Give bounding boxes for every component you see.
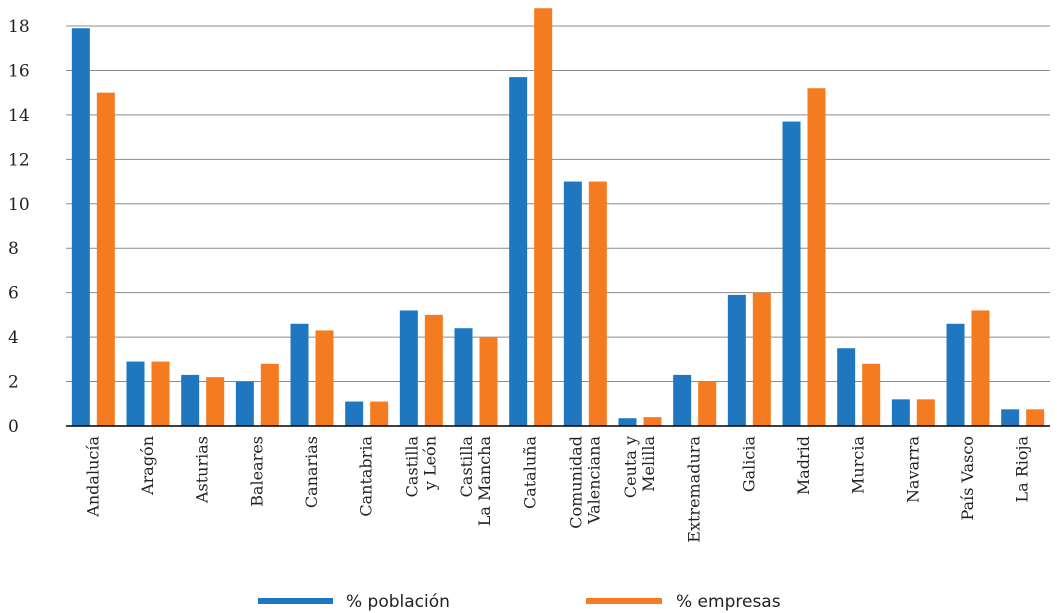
bar-poblacion	[290, 323, 309, 426]
x-tick-label: y León	[420, 436, 439, 491]
bar-empresas	[479, 337, 498, 426]
bar-poblacion	[235, 381, 254, 426]
bar-poblacion	[454, 328, 473, 426]
bar-poblacion	[509, 77, 528, 426]
bar-empresas	[1026, 409, 1045, 426]
bar-poblacion	[345, 401, 364, 426]
bar-empresas	[643, 417, 662, 426]
bar-poblacion	[727, 294, 746, 426]
x-tick-label: Andalucía	[83, 436, 102, 518]
bar-empresas	[862, 363, 881, 426]
x-tick-label: Valenciana	[584, 436, 603, 525]
x-tick-label: Cataluña	[521, 436, 540, 509]
bar-empresas	[424, 314, 443, 426]
bar-empresas	[971, 310, 990, 426]
bar-empresas	[534, 8, 553, 426]
bar-empresas	[206, 377, 225, 426]
bar-poblacion	[946, 323, 965, 426]
bar-empresas	[588, 181, 607, 426]
y-tick-label: 10	[8, 195, 30, 215]
x-tick-label: Castilla	[457, 436, 476, 498]
bar-empresas	[370, 401, 389, 426]
bar-poblacion	[126, 361, 145, 426]
x-tick-label: La Mancha	[475, 436, 494, 527]
bar-poblacion	[782, 121, 801, 427]
legend-label-empresas: % empresas	[676, 592, 781, 612]
legend: % población % empresas	[258, 592, 781, 612]
x-tick-label: Ceuta y	[621, 436, 640, 498]
bar-empresas	[96, 92, 115, 427]
x-tick-label: Comunidad	[566, 436, 585, 529]
x-tick-label: Galicia	[739, 436, 758, 493]
bar-poblacion	[71, 28, 90, 426]
x-tick-label: Extremadura	[685, 436, 704, 543]
bar-poblacion	[1001, 409, 1020, 426]
bar-empresas	[151, 361, 170, 426]
x-tick-label: Madrid	[794, 436, 813, 495]
x-tick-label: Castilla	[402, 436, 421, 498]
bar-empresas	[698, 381, 717, 426]
y-tick-label: 16	[8, 61, 30, 81]
y-tick-label: 12	[8, 150, 30, 170]
bar-empresas	[752, 292, 771, 426]
legend-label-poblacion: % población	[346, 592, 450, 612]
x-tick-label: Cantabria	[357, 436, 376, 517]
y-tick-label: 14	[8, 106, 30, 126]
gridlines	[66, 25, 1050, 383]
y-tick-label: 8	[8, 239, 19, 259]
x-tick-label: Canarias	[302, 436, 321, 508]
bar-poblacion	[673, 374, 692, 426]
bar-empresas	[260, 363, 279, 426]
bar-poblacion	[618, 418, 637, 426]
axes: 0 2 4 6 8 10 12 14 16 18 Andalucía Aragón Asturias Ba…	[8, 17, 1050, 543]
y-tick-label: 18	[8, 17, 30, 37]
x-tick-label: Navarra	[903, 436, 922, 503]
x-tick-label: Melilla	[639, 436, 658, 492]
y-tick-label: 4	[8, 328, 19, 348]
bar-poblacion	[181, 374, 200, 426]
y-tick-label: 0	[8, 417, 19, 437]
bar-poblacion	[399, 310, 418, 426]
y-tick-label: 6	[8, 284, 19, 304]
x-tick-label: País Vasco	[958, 436, 977, 520]
x-tick-label: Aragón	[138, 436, 157, 496]
bar-poblacion	[891, 399, 910, 426]
x-tick-label: La Rioja	[1013, 436, 1032, 503]
y-tick-label: 2	[8, 373, 19, 393]
x-tick-label: Murcia	[849, 436, 868, 494]
bar-empresas	[916, 399, 935, 426]
bar-empresas	[315, 330, 334, 426]
x-tick-label: Asturias	[193, 436, 212, 504]
bar-poblacion	[563, 181, 582, 426]
bar-empresas	[807, 88, 826, 426]
bar-poblacion	[837, 348, 856, 426]
x-tick-label: Baleares	[247, 436, 266, 507]
bars	[71, 8, 1045, 427]
